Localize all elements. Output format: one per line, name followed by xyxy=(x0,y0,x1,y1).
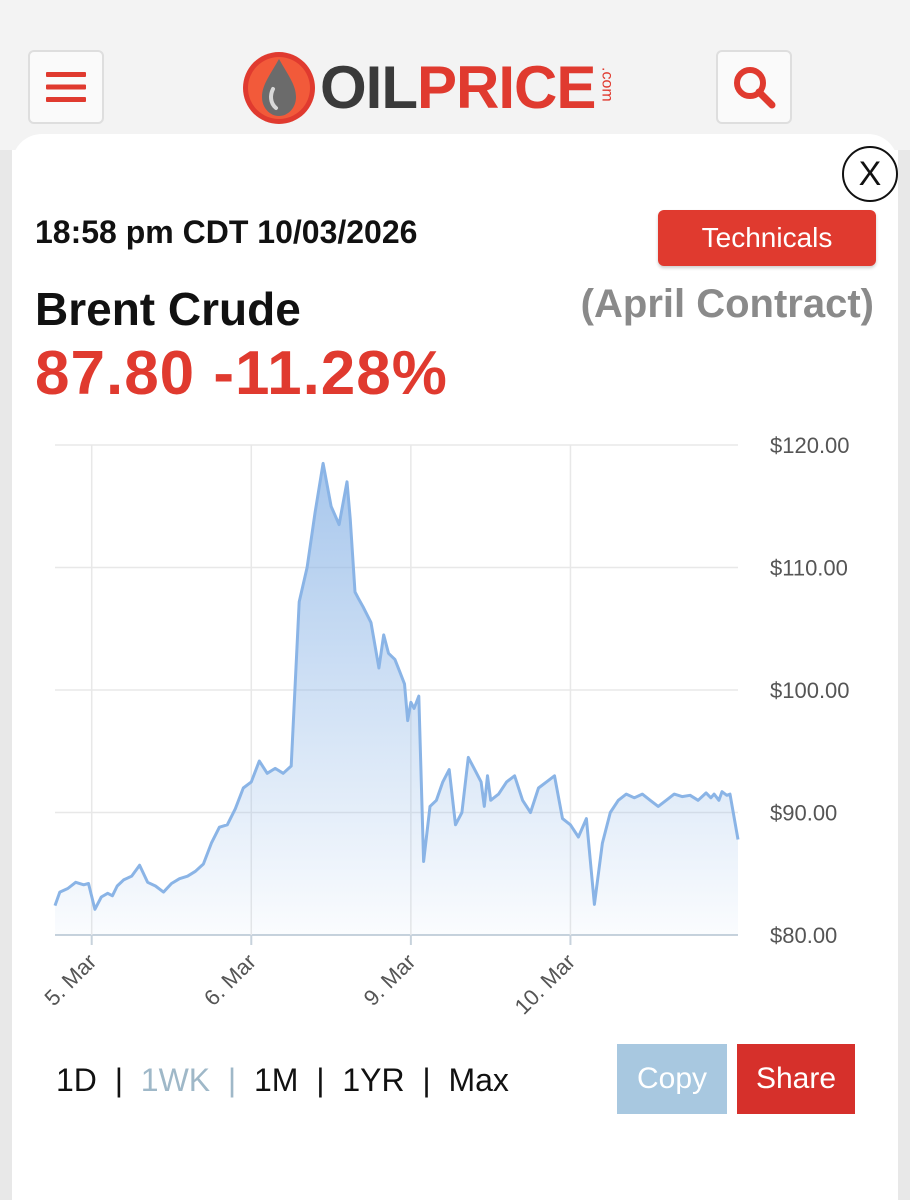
timeframe-separator: | xyxy=(210,1062,254,1098)
timeframe-selector: 1D | 1WK | 1M | 1YR | Max xyxy=(56,1062,509,1099)
y-tick-label: $80.00 xyxy=(770,923,837,948)
backdrop-right xyxy=(898,150,910,1200)
price-line-series xyxy=(53,461,740,911)
search-icon xyxy=(734,67,776,109)
price-change-percent: -11.28% xyxy=(213,339,448,408)
commodity-name: Brent Crude xyxy=(35,283,301,335)
x-tick-label: 6. Mar xyxy=(199,949,261,1011)
timeframe-max[interactable]: Max xyxy=(448,1062,509,1098)
logo-com-text: .com xyxy=(598,66,616,102)
hamburger-icon xyxy=(46,72,86,102)
timeframe-separator: | xyxy=(404,1062,449,1098)
search-button[interactable] xyxy=(716,50,792,124)
logo-price-text: PRICE xyxy=(417,54,596,121)
menu-button[interactable] xyxy=(28,50,104,124)
timeframe-1m[interactable]: 1M xyxy=(254,1062,299,1098)
price-area-fill xyxy=(55,463,738,935)
x-tick-label: 9. Mar xyxy=(359,949,421,1011)
price-value: 87.80 xyxy=(35,339,196,408)
share-button[interactable]: Share xyxy=(737,1044,855,1114)
price-chart: $120.00 $110.00 $100.00 $90.00 $80.00 5. Mar 6… xyxy=(39,433,850,1019)
contract-label: (April Contract) xyxy=(580,282,874,326)
y-tick-label: $120.00 xyxy=(770,433,850,458)
timeframe-1yr[interactable]: 1YR xyxy=(342,1062,405,1098)
copy-button[interactable]: Copy xyxy=(617,1044,727,1114)
technicals-button[interactable]: Technicals xyxy=(658,210,876,266)
price-change-line: 87.80 -11.28% xyxy=(35,338,448,409)
oilprice-logo[interactable]: OIL PRICE .com xyxy=(240,48,615,128)
quote-timestamp: 18:58 pm CDT 10/03/2026 xyxy=(35,214,418,250)
timeframe-separator: | xyxy=(96,1062,141,1098)
quote-panel xyxy=(12,134,898,1190)
x-tick-label: 5. Mar xyxy=(39,949,101,1011)
oil-drop-logo-icon xyxy=(243,52,315,124)
logo-oil-text: OIL xyxy=(320,54,418,121)
backdrop-left xyxy=(0,150,12,1200)
close-button[interactable]: X xyxy=(842,146,898,202)
timeframe-1d[interactable]: 1D xyxy=(56,1062,97,1098)
x-tick-label: 10. Mar xyxy=(510,949,580,1019)
timeframe-1wk[interactable]: 1WK xyxy=(140,1062,211,1098)
timeframe-separator: | xyxy=(298,1062,343,1098)
y-tick-label: $110.00 xyxy=(770,556,848,581)
y-tick-label: $100.00 xyxy=(770,678,850,703)
y-tick-label: $90.00 xyxy=(770,801,837,826)
